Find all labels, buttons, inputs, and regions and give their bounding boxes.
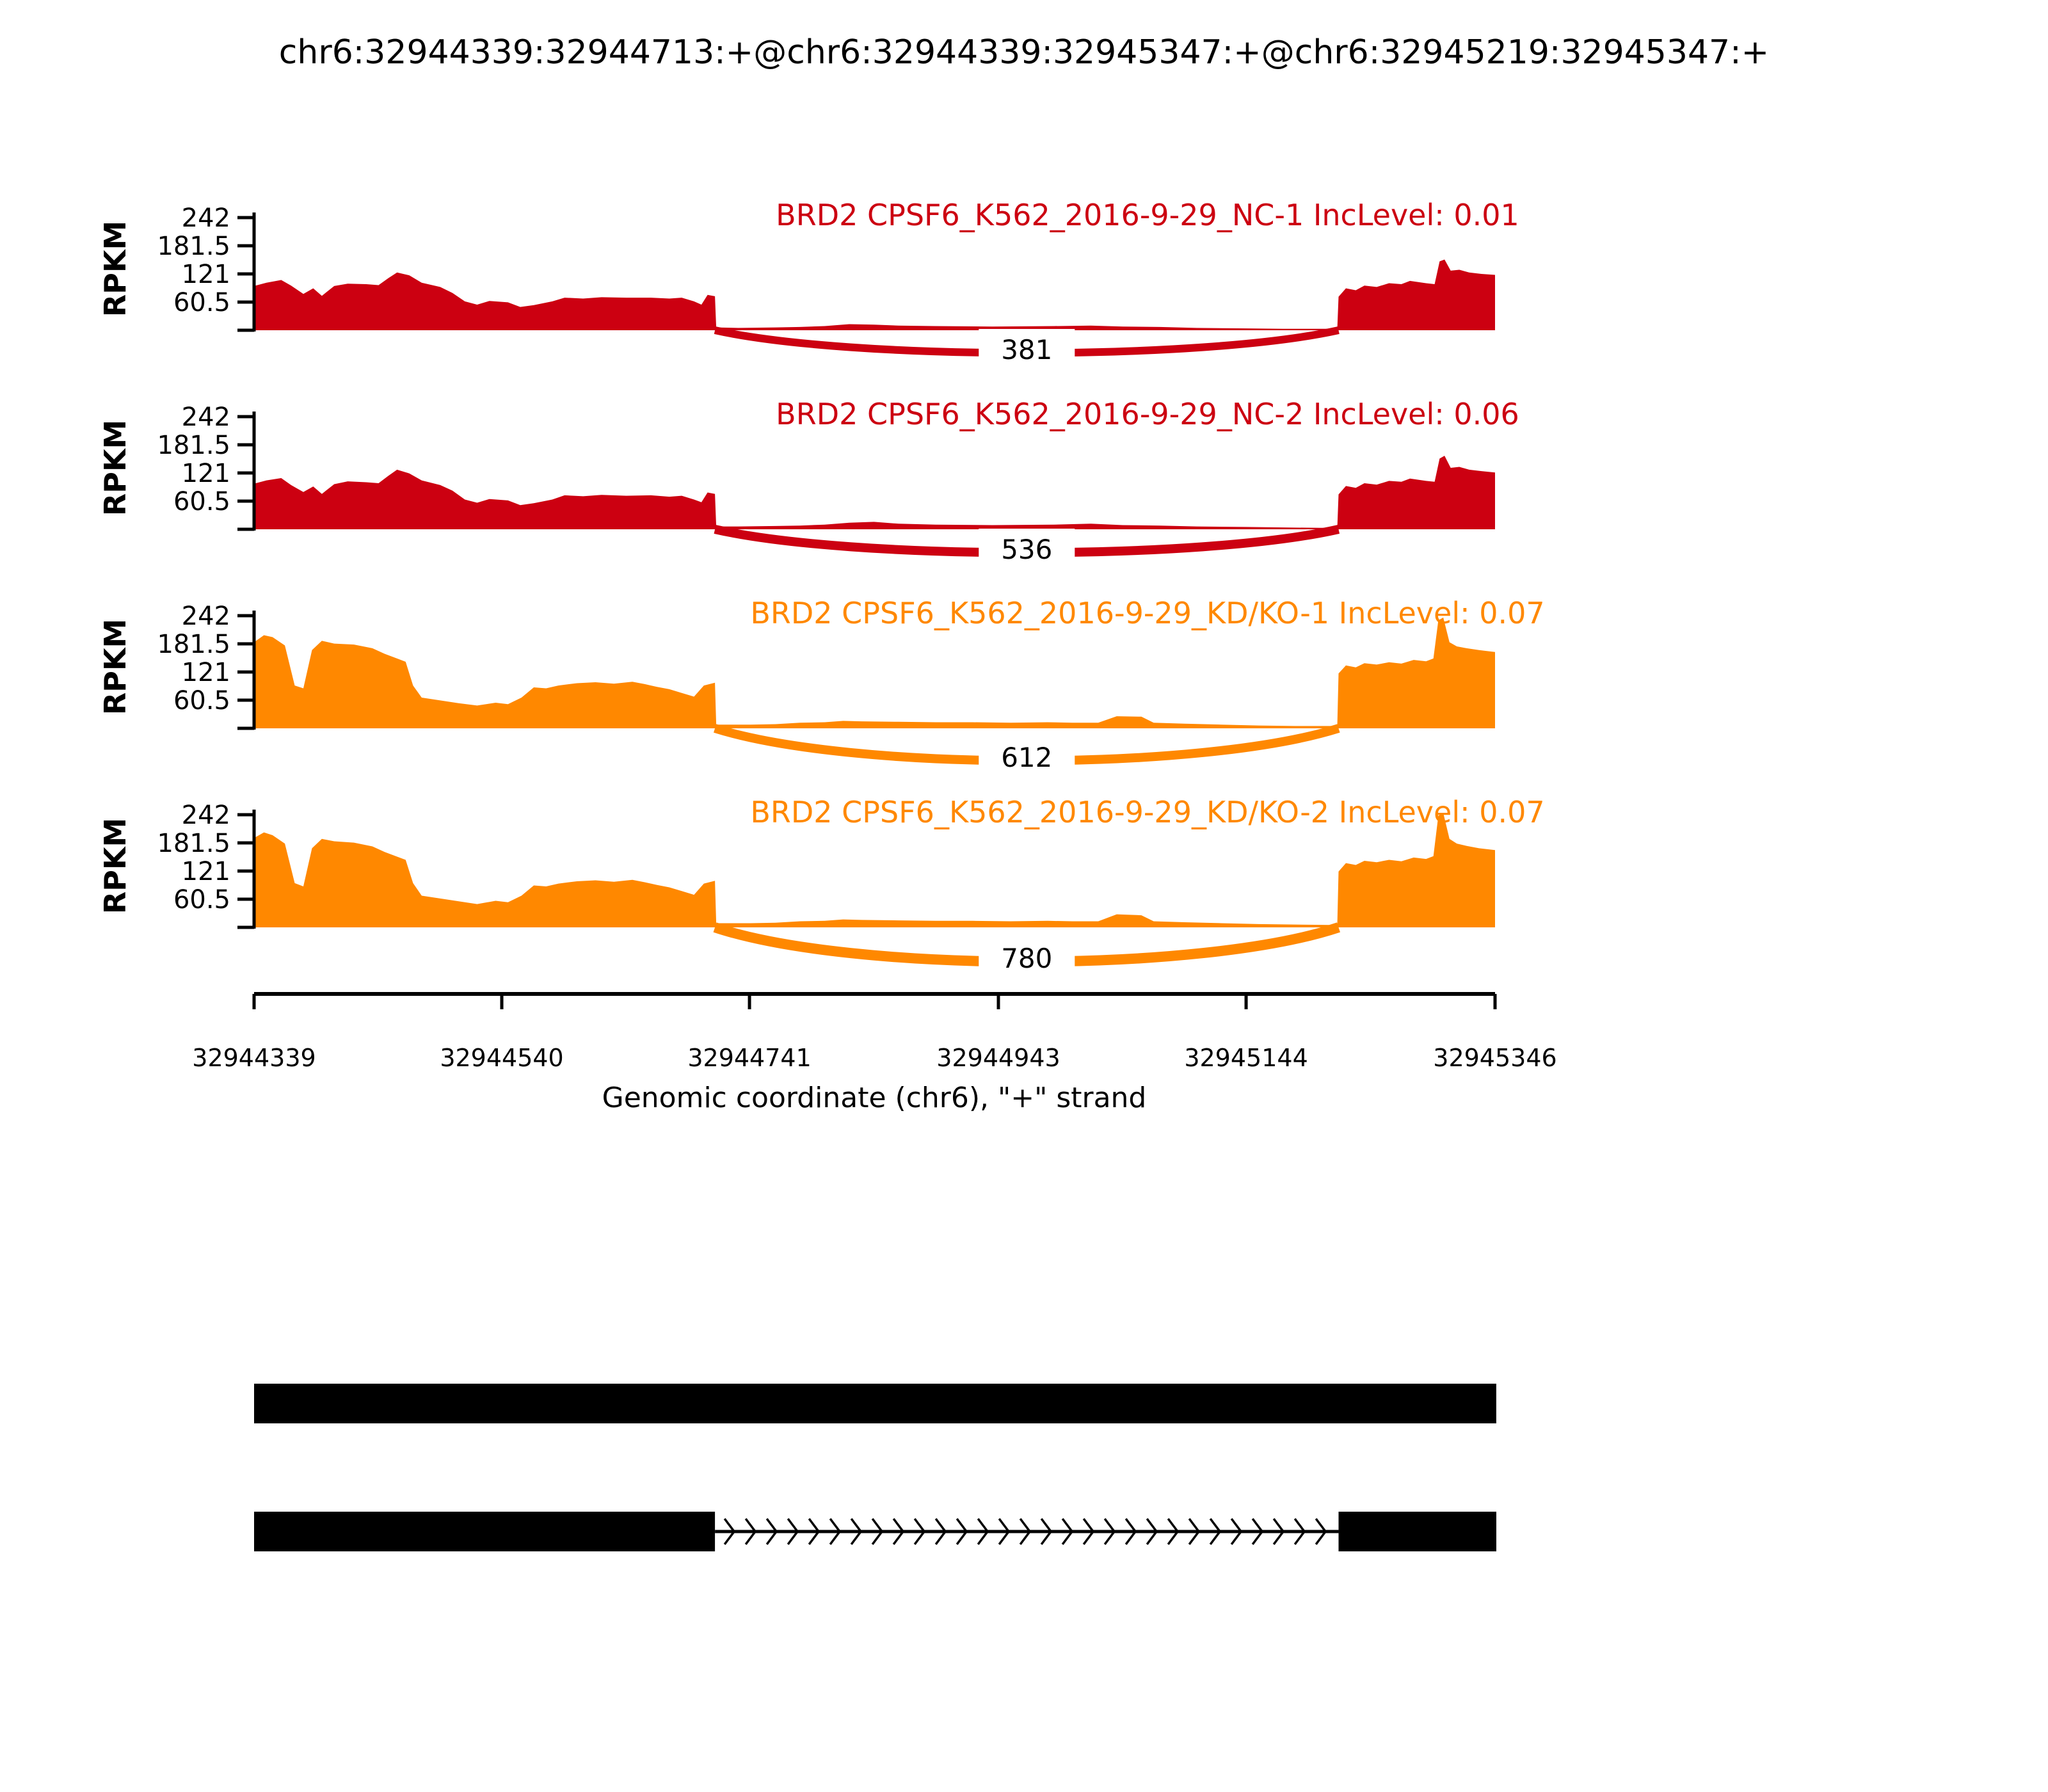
strand-arrow-icon bbox=[829, 1517, 842, 1546]
y-tick-label: 242 bbox=[182, 801, 230, 830]
strand-arrow-icon bbox=[1272, 1517, 1285, 1546]
y-tick-label: 181.5 bbox=[157, 630, 230, 659]
strand-arrow-icon bbox=[808, 1517, 820, 1546]
strand-arrow-icon bbox=[1124, 1517, 1137, 1546]
strand-arrow-icon bbox=[1146, 1517, 1158, 1546]
y-tick-label: 60.5 bbox=[173, 288, 230, 317]
y-tick-label: 60.5 bbox=[173, 686, 230, 716]
y-tick-label: 121 bbox=[182, 857, 230, 886]
strand-arrow-icon bbox=[871, 1517, 884, 1546]
strand-arrow-icon bbox=[913, 1517, 926, 1546]
y-tick-label: 60.5 bbox=[173, 885, 230, 915]
strand-arrow-icon bbox=[977, 1517, 989, 1546]
strand-arrow-icon bbox=[1103, 1517, 1116, 1546]
track-label: BRD2 CPSF6_K562_2016-9-29_KD/KO-2 IncLev… bbox=[750, 795, 1544, 829]
junction-count-box bbox=[979, 737, 1075, 779]
strand-arrow-icon bbox=[1209, 1517, 1222, 1546]
exon-block bbox=[1338, 1512, 1496, 1551]
y-tick-label: 181.5 bbox=[157, 232, 230, 261]
junction-count-label: 536 bbox=[1001, 534, 1052, 565]
y-tick-label: 242 bbox=[182, 204, 230, 233]
strand-arrow-icon bbox=[892, 1517, 905, 1546]
y-axis-title: RPKM bbox=[98, 619, 132, 716]
x-tick-label: 32945144 bbox=[1184, 1044, 1308, 1072]
coverage-area bbox=[254, 259, 1495, 330]
strand-arrow-icon bbox=[1230, 1517, 1243, 1546]
strand-arrow-icon bbox=[787, 1517, 799, 1546]
strand-arrow-icon bbox=[1019, 1517, 1032, 1546]
track-label: BRD2 CPSF6_K562_2016-9-29_NC-1 IncLevel:… bbox=[776, 198, 1519, 232]
junction-count-label: 381 bbox=[1001, 334, 1052, 365]
strand-arrow-icon bbox=[1315, 1517, 1327, 1546]
y-tick-label: 242 bbox=[182, 403, 230, 432]
junction-count-label: 612 bbox=[1001, 742, 1052, 773]
x-tick-label: 32944943 bbox=[936, 1044, 1060, 1072]
plot-title: chr6:32944339:32944713:+@chr6:32944339:3… bbox=[278, 33, 1770, 72]
strand-arrow-icon bbox=[1293, 1517, 1306, 1546]
y-tick-label: 121 bbox=[182, 658, 230, 687]
strand-arrow-icon bbox=[723, 1517, 736, 1546]
exon-block bbox=[254, 1512, 716, 1551]
strand-arrow-icon bbox=[956, 1517, 968, 1546]
exon-block bbox=[254, 1384, 1496, 1423]
coverage-area bbox=[254, 617, 1495, 728]
x-tick-label: 32944339 bbox=[192, 1044, 316, 1072]
track-label: BRD2 CPSF6_K562_2016-9-29_NC-2 IncLevel:… bbox=[776, 397, 1519, 431]
coverage-area bbox=[254, 813, 1495, 927]
strand-arrow-icon bbox=[1082, 1517, 1095, 1546]
isoform-skipping bbox=[254, 1512, 1496, 1551]
y-axis-title: RPKM bbox=[98, 420, 132, 516]
isoform-inclusion bbox=[254, 1384, 1496, 1423]
y-axis-title: RPKM bbox=[98, 221, 132, 317]
y-tick-label: 121 bbox=[182, 260, 230, 289]
junction-count-box bbox=[979, 938, 1075, 980]
y-tick-label: 181.5 bbox=[157, 829, 230, 858]
strand-arrow-icon bbox=[1040, 1517, 1053, 1546]
y-tick-label: 121 bbox=[182, 459, 230, 488]
strand-arrow-icon bbox=[1061, 1517, 1074, 1546]
strand-arrow-icon bbox=[850, 1517, 863, 1546]
y-axis-title: RPKM bbox=[98, 818, 132, 915]
strand-arrow-icon bbox=[765, 1517, 778, 1546]
junction-count-box bbox=[979, 529, 1075, 571]
strand-arrow-icon bbox=[934, 1517, 947, 1546]
strand-arrow-icon bbox=[1251, 1517, 1264, 1546]
x-axis: 32944339 32944540 32944741 32944943 32945144… bbox=[192, 992, 1557, 1114]
x-tick-label: 32944741 bbox=[687, 1044, 811, 1072]
y-tick-label: 60.5 bbox=[173, 487, 230, 516]
track-label: BRD2 CPSF6_K562_2016-9-29_KD/KO-1 IncLev… bbox=[750, 596, 1544, 630]
strand-arrow-icon bbox=[1188, 1517, 1201, 1546]
junction-count-box bbox=[979, 329, 1075, 371]
coverage-area bbox=[254, 456, 1495, 529]
x-tick-label: 32944540 bbox=[440, 1044, 563, 1072]
junction-count-label: 780 bbox=[1001, 943, 1052, 974]
x-tick-label: 32945346 bbox=[1433, 1044, 1556, 1072]
strand-arrow-icon bbox=[998, 1517, 1011, 1546]
x-axis-title: Genomic coordinate (chr6), "+" strand bbox=[602, 1082, 1147, 1114]
y-tick-label: 242 bbox=[182, 602, 230, 631]
strand-arrow-icon bbox=[1167, 1517, 1180, 1546]
strand-arrow-icon bbox=[744, 1517, 757, 1546]
y-tick-label: 181.5 bbox=[157, 431, 230, 460]
